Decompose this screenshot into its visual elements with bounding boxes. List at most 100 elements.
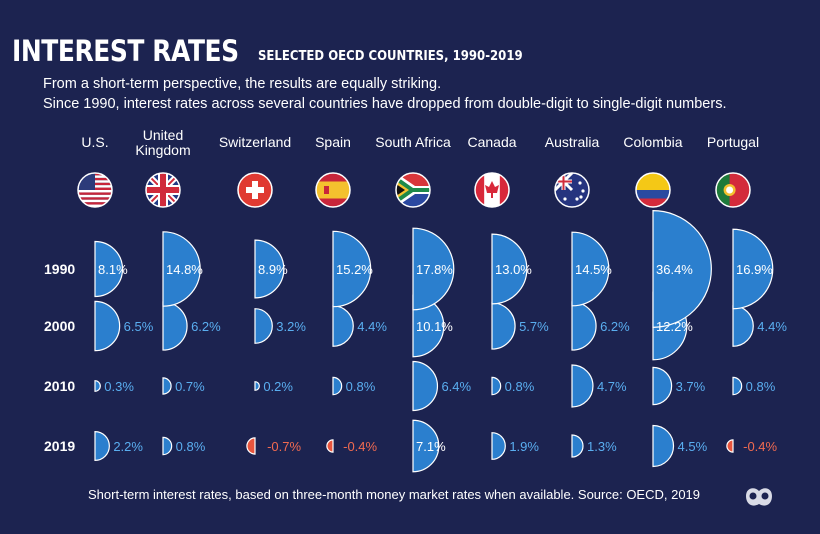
value-label-spain-2000: 4.4%: [357, 319, 387, 334]
south-africa-flag-icon: [395, 172, 431, 208]
country-label-australia: Australia: [545, 134, 600, 150]
value-label-united-kingdom-2010: 0.7%: [175, 379, 205, 394]
value-label-u-s-2019: 2.2%: [113, 439, 143, 454]
canada-flag-icon: [474, 172, 510, 208]
bubble-united-kingdom-2019: [162, 436, 173, 456]
bubble-australia-2019: [571, 434, 584, 458]
value-label-south-africa-2010: 6.4%: [441, 379, 471, 394]
country-label-portugal: Portugal: [707, 134, 759, 150]
bubble-switzerland-2010: [254, 381, 260, 391]
bubble-australia-2010: [571, 364, 594, 408]
country-label-colombia: Colombia: [623, 134, 682, 150]
value-label-colombia-1990: 36.4%: [656, 262, 693, 277]
australia-flag-icon: [554, 172, 590, 208]
value-label-colombia-2019: 4.5%: [678, 439, 708, 454]
value-label-south-africa-2000: 10.1%: [416, 319, 453, 334]
bubble-switzerland-2019: [246, 437, 256, 455]
value-label-canada-2010: 0.8%: [505, 379, 535, 394]
uk-flag-icon: [145, 172, 181, 208]
bubble-u-s-2010: [94, 380, 101, 392]
spain-flag-icon: [315, 172, 351, 208]
bubble-australia-1990: [571, 231, 610, 307]
value-label-spain-1990: 15.2%: [336, 262, 373, 277]
bubble-portugal-2000: [732, 305, 754, 347]
page-subtitle: SELECTED OECD COUNTRIES, 1990-2019: [258, 49, 523, 64]
value-label-u-s-1990: 8.1%: [98, 262, 128, 277]
bubble-canada-2019: [491, 432, 506, 460]
bubble-united-kingdom-2010: [162, 377, 172, 395]
page-title: INTEREST RATES: [12, 34, 239, 68]
value-label-united-kingdom-2019: 0.8%: [176, 439, 206, 454]
bubble-canada-1990: [491, 233, 528, 305]
value-label-australia-1990: 14.5%: [575, 262, 612, 277]
switzerland-flag-icon: [237, 172, 273, 208]
value-label-canada-1990: 13.0%: [495, 262, 532, 277]
bubble-south-africa-2019: [412, 419, 440, 473]
country-label-switzerland: Switzerland: [219, 134, 291, 150]
value-label-canada-2000: 5.7%: [519, 319, 549, 334]
value-label-australia-2019: 1.3%: [587, 439, 617, 454]
bubble-switzerland-1990: [254, 239, 285, 299]
bubble-u-s-2019: [94, 431, 110, 461]
bubble-united-kingdom-2000: [162, 301, 188, 351]
value-label-colombia-2000: 12.2%: [656, 319, 693, 334]
value-label-portugal-2010: 0.8%: [746, 379, 776, 394]
bubble-u-s-2000: [94, 300, 121, 352]
year-label-2019: 2019: [44, 438, 75, 454]
us-flag-icon: [77, 172, 113, 208]
bubble-switzerland-2000: [254, 308, 273, 344]
value-label-portugal-1990: 16.9%: [736, 262, 773, 277]
portugal-flag-icon: [715, 172, 751, 208]
value-label-colombia-2010: 3.7%: [676, 379, 706, 394]
country-label-united-kingdom-line2: Kingdom: [135, 142, 190, 158]
value-label-u-s-2010: 0.3%: [104, 379, 134, 394]
value-label-australia-2000: 6.2%: [600, 319, 630, 334]
country-label-south-africa: South Africa: [375, 134, 451, 150]
bubble-spain-2019: [326, 439, 334, 453]
country-label-u-s: U.S.: [81, 134, 108, 150]
value-label-canada-2019: 1.9%: [509, 439, 539, 454]
value-label-united-kingdom-1990: 14.8%: [166, 262, 203, 277]
year-label-1990: 1990: [44, 261, 75, 277]
value-label-australia-2010: 4.7%: [597, 379, 627, 394]
value-label-spain-2019: -0.4%: [343, 439, 377, 454]
value-label-switzerland-2000: 3.2%: [276, 319, 306, 334]
bubble-australia-2000: [571, 301, 597, 351]
value-label-switzerland-1990: 8.9%: [258, 262, 288, 277]
bubble-portugal-1990: [732, 228, 774, 310]
value-label-united-kingdom-2000: 6.2%: [191, 319, 221, 334]
source-note: Short-term interest rates, based on thre…: [88, 487, 701, 502]
value-label-south-africa-2019: 7.1%: [416, 439, 446, 454]
country-label-canada: Canada: [467, 134, 516, 150]
intro-line-1: From a short-term perspective, the resul…: [43, 76, 442, 92]
value-label-switzerland-2019: -0.7%: [267, 439, 301, 454]
year-label-2010: 2010: [44, 378, 75, 394]
country-label-spain: Spain: [315, 134, 351, 150]
value-label-switzerland-2010: 0.2%: [263, 379, 293, 394]
year-label-2000: 2000: [44, 318, 75, 334]
bubble-spain-2010: [332, 376, 343, 396]
value-label-portugal-2000: 4.4%: [757, 319, 787, 334]
bubble-south-africa-1990: [412, 227, 455, 311]
bubble-u-s-1990: [94, 240, 123, 298]
intro-line-2: Since 1990, interest rates across severa…: [43, 96, 727, 112]
bubble-united-kingdom-1990: [162, 231, 201, 307]
bubble-south-africa-2010: [412, 360, 438, 412]
bubble-spain-2000: [332, 305, 354, 347]
value-label-portugal-2019: -0.4%: [743, 439, 777, 454]
country-label-united-kingdom-line1: United: [143, 127, 183, 143]
bubble-colombia-2019: [652, 424, 675, 468]
bubble-colombia-2010: [652, 366, 673, 406]
value-label-south-africa-1990: 17.8%: [416, 262, 453, 277]
value-label-spain-2010: 0.8%: [346, 379, 376, 394]
bubble-colombia-1990: [652, 210, 712, 328]
value-label-u-s-2000: 6.5%: [124, 319, 154, 334]
colombia-flag-icon: [635, 172, 671, 208]
bubble-canada-2000: [491, 302, 516, 350]
bubble-canada-2010: [491, 376, 502, 396]
publisher-logo-icon: [746, 488, 772, 506]
bubble-portugal-2010: [732, 376, 743, 396]
bubble-spain-1990: [332, 230, 372, 308]
